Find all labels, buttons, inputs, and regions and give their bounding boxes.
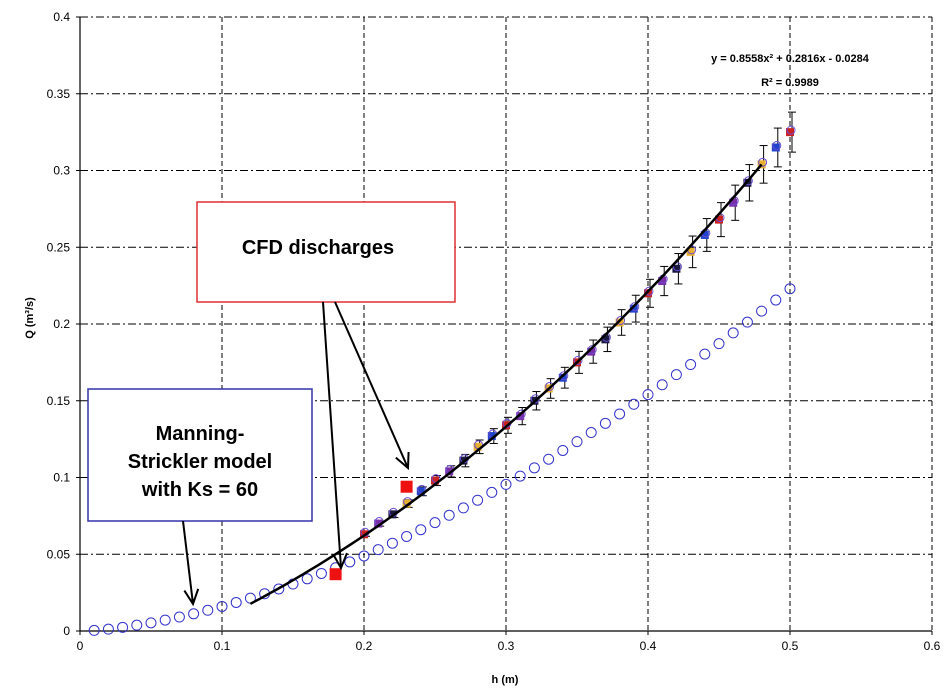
x-tick-label: 0.1 bbox=[214, 639, 231, 653]
cfd-point bbox=[401, 481, 413, 493]
x-tick-label: 0.2 bbox=[356, 639, 373, 653]
x-tick-label: 0.6 bbox=[924, 639, 941, 653]
y-tick-label: 0.15 bbox=[47, 394, 71, 408]
x-tick-label: 0 bbox=[77, 639, 84, 653]
y-tick-label: 0.2 bbox=[53, 317, 70, 331]
trendline-equation: y = 0.8558x² + 0.2816x - 0.0284 bbox=[711, 53, 870, 65]
x-tick-label: 0.3 bbox=[498, 639, 515, 653]
y-tick-label: 0.3 bbox=[53, 164, 70, 178]
cfd-callout-label: CFD discharges bbox=[242, 237, 394, 259]
manning-callout: Manning- Strickler model with Ks = 60 bbox=[88, 389, 312, 521]
y-tick-label: 0.4 bbox=[53, 10, 70, 24]
manning-callout-line-3: with Ks = 60 bbox=[141, 479, 258, 501]
manning-callout-line-2: Strickler model bbox=[128, 451, 273, 473]
y-tick-label: 0.05 bbox=[47, 547, 71, 561]
y-tick-label: 0.1 bbox=[53, 471, 70, 485]
cfd-point bbox=[330, 568, 342, 580]
manning-callout-line-1: Manning- bbox=[156, 423, 245, 445]
y-tick-label: 0 bbox=[63, 624, 70, 638]
x-axis-title: h (m) bbox=[492, 674, 519, 686]
x-tick-label: 0.4 bbox=[640, 639, 657, 653]
cfd-callout: CFD discharges bbox=[197, 202, 455, 302]
y-tick-label: 0.35 bbox=[47, 87, 71, 101]
y-axis-title: Q (m³/s) bbox=[24, 297, 36, 339]
x-tick-label: 0.5 bbox=[782, 639, 799, 653]
trendline-r-squared: R² = 0.9989 bbox=[761, 77, 819, 89]
y-tick-label: 0.25 bbox=[47, 240, 71, 254]
